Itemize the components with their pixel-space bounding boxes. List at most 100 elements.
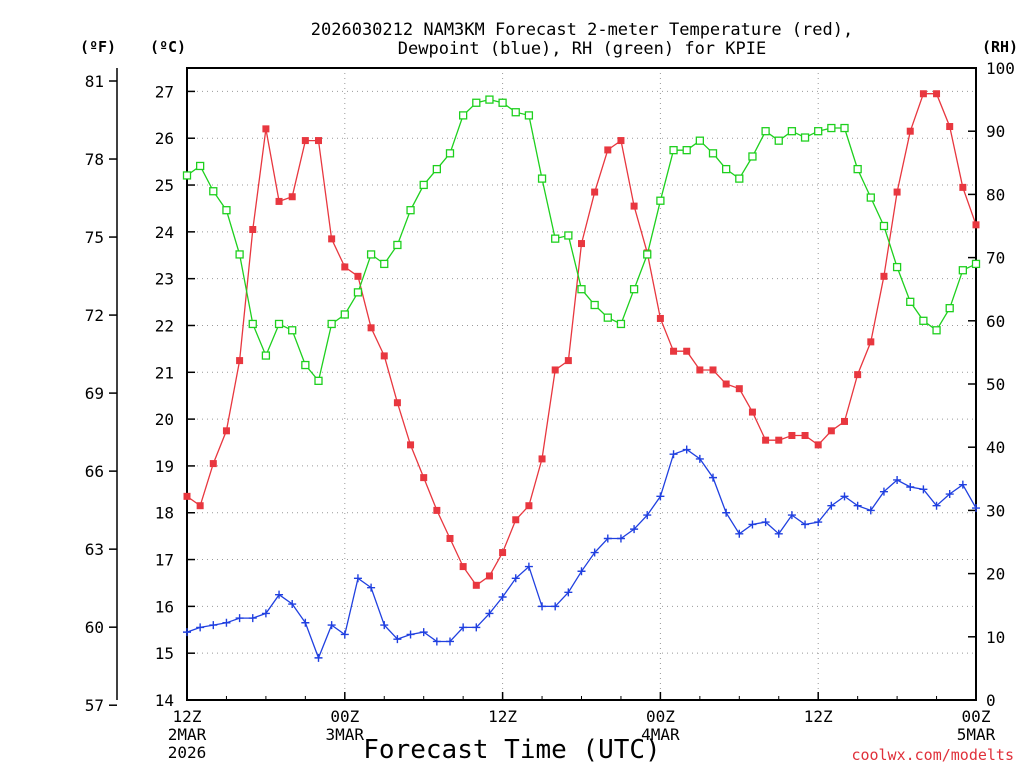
dewpoint-point	[498, 593, 507, 602]
temperature-point	[683, 347, 691, 355]
dewpoint-point	[932, 501, 941, 510]
chart-title-line-1: 2026030212 NAM3KM Forecast 2-meter Tempe…	[311, 20, 853, 40]
rh-point	[366, 250, 376, 259]
temperature-point	[972, 221, 980, 229]
dewpoint-point	[340, 630, 349, 639]
celsius-tick-label: 15	[155, 644, 174, 663]
rh-point	[314, 376, 323, 385]
x-tick-date-label: 3MAR	[326, 725, 365, 744]
dewpoint-point	[722, 508, 731, 517]
temperature-point	[328, 235, 336, 243]
celsius-tick-label: 19	[155, 457, 174, 476]
dewpoint-point	[709, 473, 717, 482]
dewpoint-point	[261, 609, 270, 618]
temperature-point	[670, 347, 678, 355]
series	[182, 90, 981, 662]
rh-point	[748, 152, 757, 161]
rh-point	[288, 326, 297, 335]
x-tick-label: 12Z	[804, 707, 833, 726]
fahrenheit-tick-label: 81	[85, 72, 104, 91]
dewpoint-point	[735, 529, 744, 538]
temperature-point	[485, 572, 493, 580]
temperature-point	[472, 581, 480, 589]
rh-point	[498, 98, 507, 107]
credit-text: coolwx.com/modelts	[851, 746, 1014, 764]
temperature-point	[762, 436, 770, 444]
celsius-tick-label: 27	[155, 82, 174, 101]
temperature-point	[209, 460, 217, 468]
temperature-point	[315, 137, 322, 145]
temperature-point	[288, 193, 296, 201]
temperature-point	[906, 127, 914, 135]
dewpoint-point	[643, 511, 652, 520]
dewpoint-point	[196, 623, 205, 632]
axes: 14 15 16 17 18 19 20 21 22 23 24 25 26 27 57 60 63 66 69 72…	[85, 59, 1015, 762]
rh-point	[419, 180, 428, 190]
fahrenheit-tick-label: 69	[85, 384, 104, 403]
rh-point	[222, 206, 231, 215]
temperature-point	[222, 427, 230, 435]
dewpoint-point	[893, 475, 902, 484]
rh-point	[511, 108, 520, 117]
dewpoint-point	[630, 525, 639, 534]
dewpoint-point	[248, 614, 257, 623]
rh-point	[971, 259, 981, 269]
dewpoint-point	[761, 518, 770, 527]
fahrenheit-tick-label: 75	[85, 228, 104, 247]
temperature-point	[788, 431, 796, 439]
temperature-point	[880, 272, 888, 280]
rh-point	[945, 304, 954, 313]
rh-point	[722, 164, 731, 174]
temperature-point	[604, 146, 612, 154]
dewpoint-point	[472, 623, 481, 632]
x-tick-year-label: 2026	[168, 743, 207, 762]
chart-title-line-2: Dewpoint (blue), RH (green) for KPIE	[398, 39, 766, 59]
rh-tick-label: 40	[986, 438, 1005, 457]
celsius-unit-label: (ºC)	[150, 38, 186, 56]
dewpoint-point	[301, 618, 310, 627]
fahrenheit-tick-label: 66	[85, 462, 104, 481]
rh-point	[590, 300, 599, 310]
dewpoint-point	[432, 637, 441, 646]
x-tick-label: 12Z	[173, 707, 202, 726]
dewpoint-point	[275, 590, 284, 599]
rh-point	[524, 111, 534, 120]
fahrenheit-tick-label: 63	[85, 540, 104, 559]
celsius-tick-label: 16	[155, 597, 174, 616]
temperature-point	[656, 314, 664, 322]
rh-point	[932, 326, 941, 335]
rh-point	[380, 259, 389, 269]
rh-point	[708, 149, 718, 158]
temperature-point	[801, 431, 809, 439]
rh-point	[695, 136, 704, 145]
temperature-point	[525, 502, 533, 510]
celsius-tick-label: 17	[155, 551, 174, 570]
temperature-point	[380, 352, 388, 360]
temperature-point	[867, 338, 875, 346]
dewpoint-point	[183, 628, 191, 637]
rh-tick-label: 0	[986, 691, 996, 710]
temperature-point	[578, 240, 585, 248]
dewpoint-point	[958, 480, 967, 489]
dewpoint-point	[787, 511, 796, 520]
dewpoint-point	[774, 529, 783, 538]
dewpoint-point	[682, 445, 691, 454]
rh-point	[327, 319, 336, 329]
rh-point	[643, 250, 652, 259]
rh-point	[919, 316, 928, 325]
temperature-point	[709, 366, 717, 374]
x-tick-label: 00Z	[962, 707, 991, 726]
dewpoint-point	[551, 602, 560, 611]
dewpoint-point	[327, 621, 336, 630]
dewpoint-point	[353, 574, 362, 583]
dewpoint-point	[393, 635, 402, 644]
celsius-tick-label: 25	[155, 176, 174, 195]
temperature-point	[748, 408, 756, 416]
rh-point	[209, 187, 218, 196]
rh-point	[958, 266, 967, 275]
temperature-point	[433, 506, 441, 514]
rh-point	[393, 240, 402, 250]
dewpoint-point	[577, 567, 586, 576]
temperature-point	[591, 188, 599, 196]
dewpoint-point	[222, 618, 231, 627]
